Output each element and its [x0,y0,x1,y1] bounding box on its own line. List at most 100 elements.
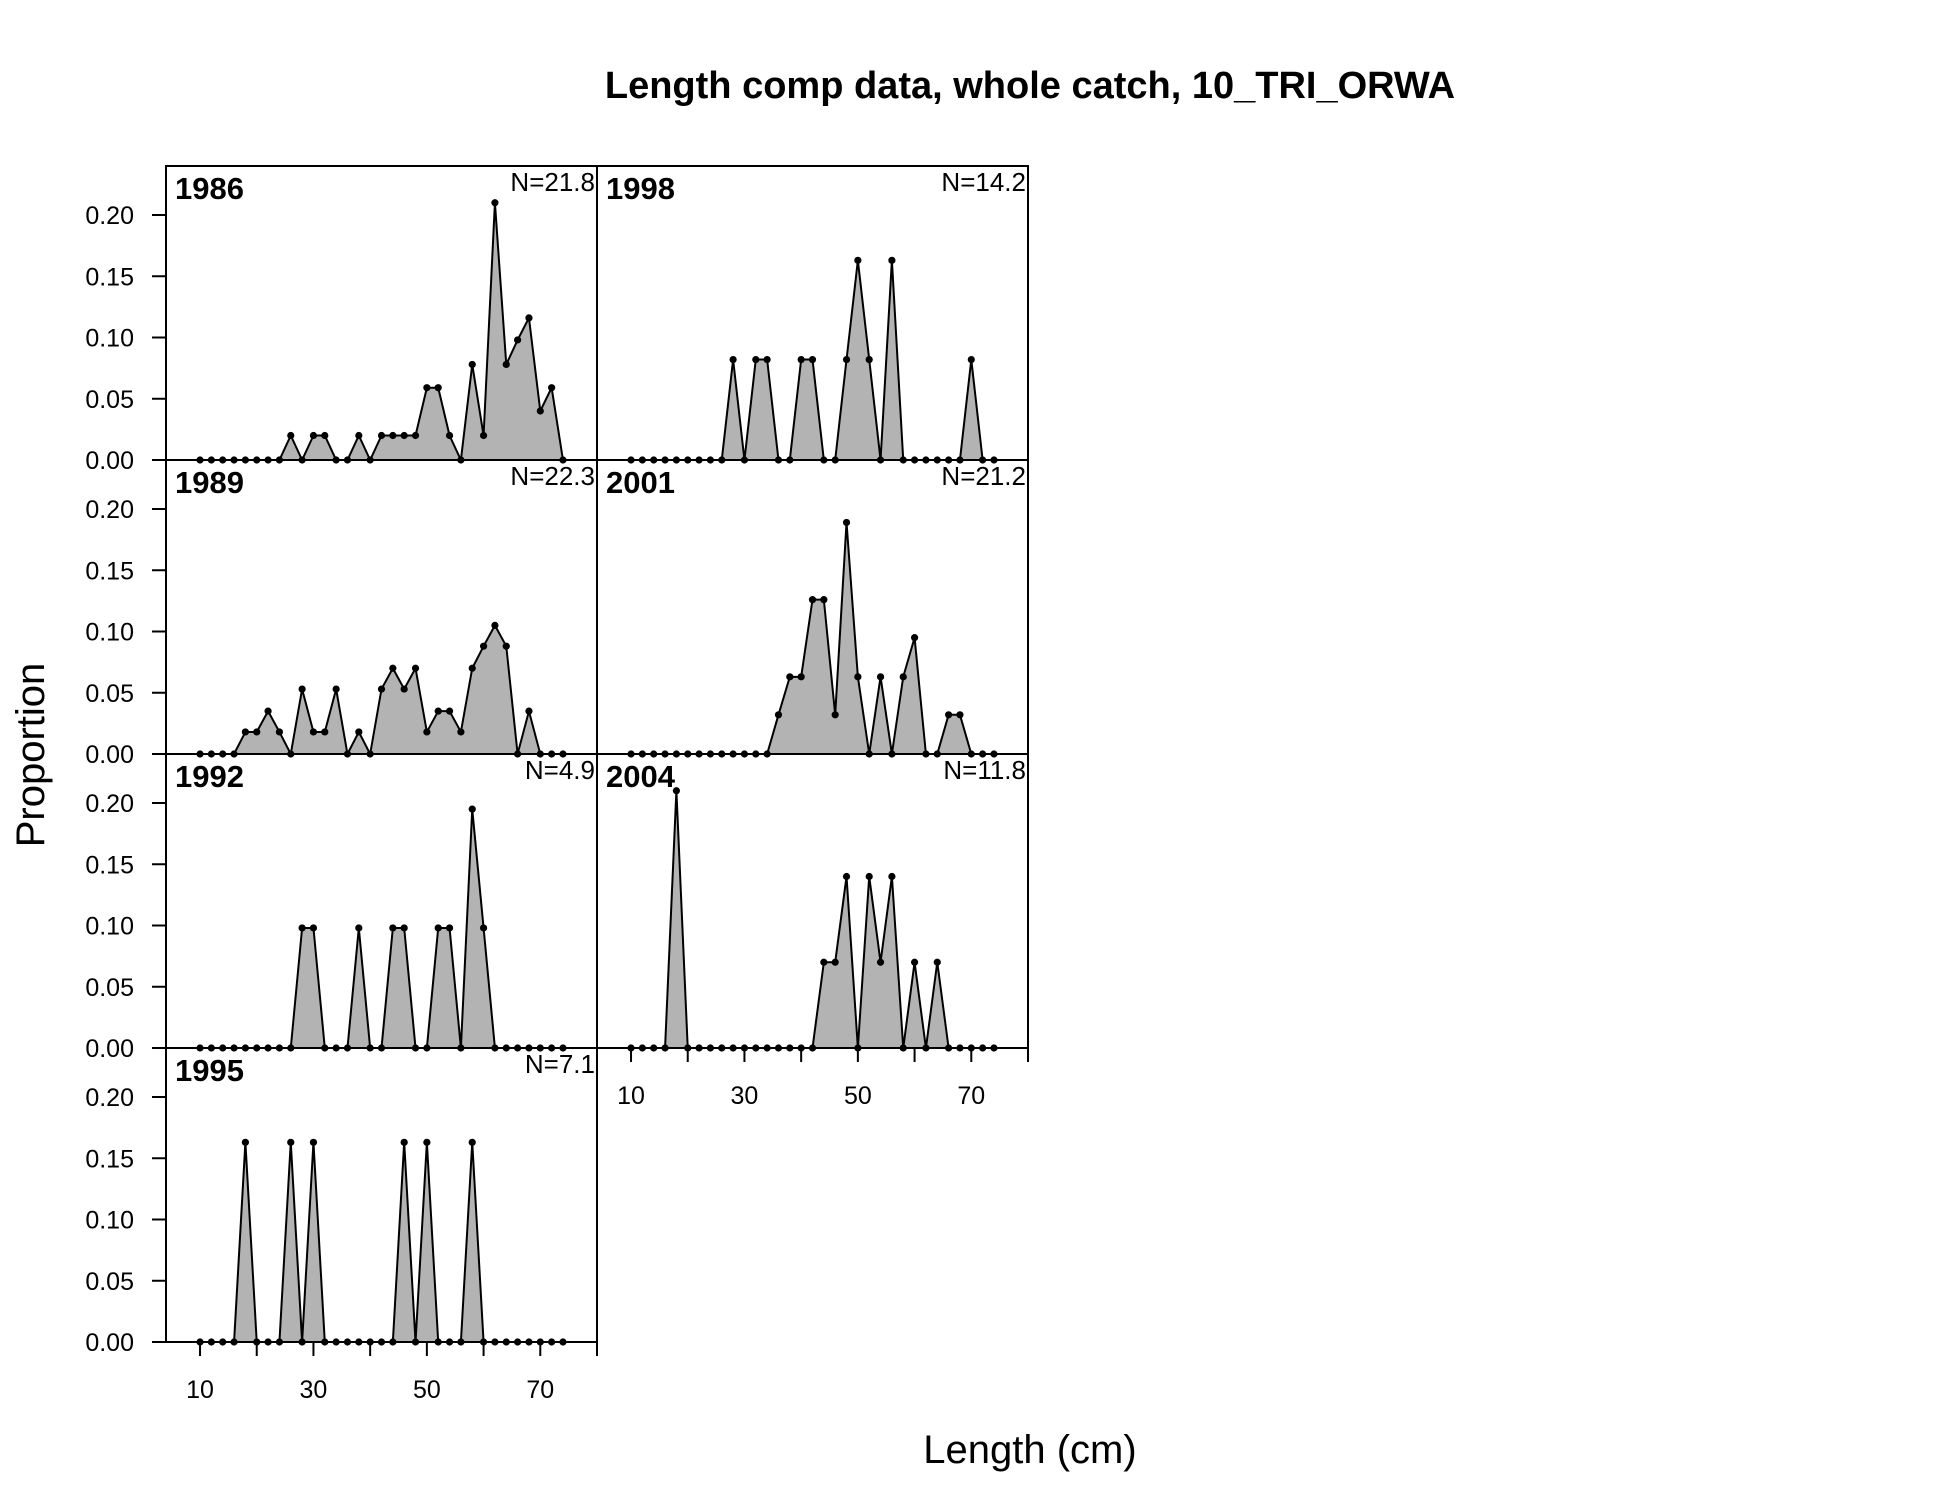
panel-1986-point [321,431,329,440]
panel-1992-y-tick-label: 0.10 [85,913,134,941]
panel-1995-y-tick-label: 0.20 [85,1084,134,1112]
panel-2004-x-tick-label: 30 [731,1082,759,1110]
panel-1998-point [808,355,817,364]
panel-2004-point [910,958,919,966]
panel-1989-point [525,707,533,715]
panel-1992-area [200,809,563,1048]
panel-1989-y-tick-label: 0.10 [85,619,134,647]
panel-1986-point [445,431,454,440]
panel-2001-point [774,711,783,719]
panel-1992-line [200,809,563,1049]
panel-2001: 2001 N=21.2 [596,459,1029,758]
panel-1989-point [457,728,465,736]
panel-1986-n-label: N=21.8 [510,167,595,197]
panel-1989: 1989 N=22.3 0.00 0.05 0.10 0.15 0.20 [85,459,598,769]
panel-2001-point [876,673,885,681]
panel-1992-point [479,924,488,932]
panel-1986-point [502,360,510,369]
panel-1992-point [445,924,454,932]
chart-title: Length comp data, whole catch, 10_TRI_OR… [605,65,1455,107]
panel-2004-point [888,872,896,881]
panel-1995-point [241,1138,249,1146]
panel-1992-y-tick-label: 0.00 [85,1035,134,1063]
panel-1995-x-tick-label: 70 [526,1376,554,1404]
panel-1992-point [400,924,408,932]
panel-2001-point [842,518,851,527]
panel-1989-y-tick-label: 0.20 [85,496,134,524]
panel-1986-point [309,431,318,440]
panel-1989-point [400,685,408,693]
panel-1995-point [309,1138,318,1146]
panel-1989-point [445,707,454,715]
panel-1989-y-tick-label: 0.05 [85,680,134,708]
panel-1986-y-tick-label: 0.15 [85,263,134,291]
panel-2001-point [820,596,828,604]
panel-1995-y-tick-label: 0.10 [85,1207,134,1235]
panel-2001-n-label: N=21.2 [941,461,1026,491]
panel-1998-point [752,355,760,364]
panel-2001-point [956,711,964,719]
panel-1989-n-label: N=22.3 [510,461,595,491]
panel-2004-year-label: 2004 [606,759,676,794]
panel-1989-point [298,685,306,693]
panel-1995-frame [165,1047,598,1343]
panel-2001-point [854,673,862,681]
panel-1986-point [514,336,522,344]
panel-1995-point [468,1138,476,1146]
panel-1989-point [309,728,318,736]
panel-1986-point [491,199,499,207]
panel-2001-point [899,673,907,681]
panel-1995-y-tick-label: 0.05 [85,1268,134,1296]
panel-1986: 1986 N=21.8 0.00 0.05 0.10 0.15 0.20 [85,165,598,475]
panel-1992-point [468,805,476,813]
panel-1998-n-label: N=14.2 [941,167,1026,197]
panel-2004-x-tick-label: 50 [844,1082,872,1110]
panel-1995-point [287,1138,295,1146]
x-axis-label: Length (cm) [923,1428,1136,1472]
panel-1998-point [888,256,896,264]
panel-1992: 1992 N=4.9 0.00 0.05 0.10 0.15 0.20 [85,753,598,1063]
panel-2004-point [842,872,851,881]
panel-1986-point [400,431,408,440]
panel-1989-point [491,621,499,629]
panel-1992-y-tick-label: 0.05 [85,974,134,1002]
panel-1986-point [411,431,420,440]
panel-2004-point [865,872,873,881]
panel-1998-point [865,355,873,364]
panel-1986-point [536,407,544,415]
panel-1995: 1995 N=7.1 0.00 0.05 0.10 0.15 0.20 10 30 50 70 [85,1047,598,1404]
panel-1986-point [423,384,431,392]
panel-1986-point [548,384,556,392]
panel-1998-point [763,355,771,364]
panel-1989-point [479,642,488,650]
panel-1989-point [468,664,476,672]
panel-2004-frame [596,753,1029,1049]
panel-2001-point [808,596,817,604]
panel-1995-x-tick-label: 10 [186,1376,214,1404]
panel-2001-point [831,711,839,719]
panel-1986-point [479,431,488,440]
y-axis-label: Proportion [9,663,53,848]
panel-1992-point [309,924,318,932]
panel-2004: 2004 N=11.8 10 30 50 70 [596,753,1029,1110]
panel-2004-area [631,790,994,1048]
panel-1995-x-tick-label: 30 [300,1376,328,1404]
panel-1989-point [241,728,249,736]
panel-2001-point [786,673,794,681]
panel-1989-point [332,685,340,693]
panel-1989-point [321,728,329,736]
panel-2001-area [631,522,994,754]
panel-1995-y-tick-label: 0.00 [85,1329,134,1357]
panel-1998: 1998 N=14.2 [596,165,1029,464]
panel-2004-x-tick-label: 70 [957,1082,985,1110]
panel-1989-point [423,728,431,736]
panel-1998-point [967,355,975,364]
panel-2004-point [831,958,839,966]
panel-1986-y-tick-label: 0.05 [85,386,134,414]
panel-1986-point [287,431,295,440]
panel-1998-point [729,355,737,364]
panel-2004-point [933,958,941,966]
panels-group: 1986 N=21.8 0.00 0.05 0.10 0.15 0.20 1989 N=22.3… [85,165,1029,1404]
